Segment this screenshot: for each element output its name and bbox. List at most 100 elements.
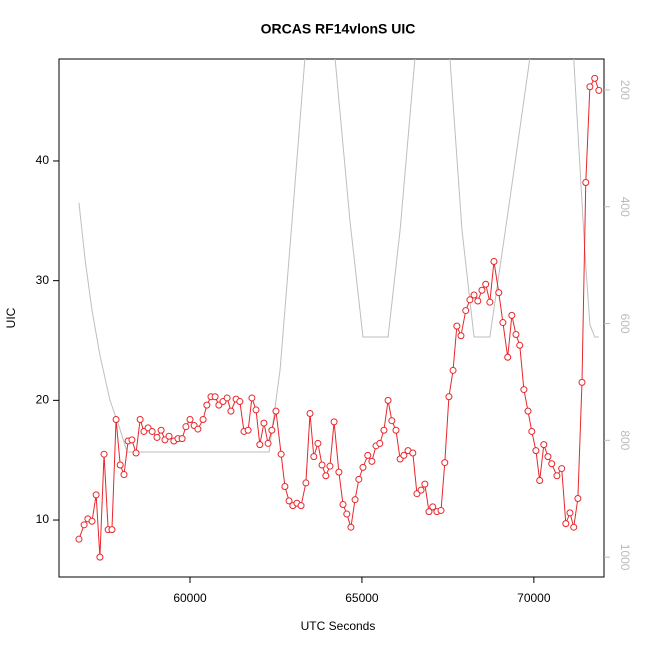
data-point (285, 497, 293, 505)
data-point (512, 331, 520, 339)
data-point (380, 426, 388, 434)
data-point (582, 179, 590, 187)
data-point (520, 386, 528, 394)
series-line (78, 59, 599, 453)
data-point (376, 439, 384, 447)
data-point (417, 486, 425, 494)
data-point (566, 509, 574, 517)
data-point (570, 523, 578, 531)
data-point (108, 526, 116, 534)
data-point (227, 407, 235, 415)
data-point (330, 418, 338, 426)
data-point (116, 461, 124, 469)
data-point (343, 510, 351, 518)
data-point (553, 472, 561, 480)
plot-frame (58, 58, 605, 578)
x-tick-label: 60000 (173, 591, 207, 605)
data-point (194, 425, 202, 433)
data-point (429, 503, 437, 511)
data-point (260, 419, 268, 427)
data-point (277, 450, 285, 458)
data-point (92, 491, 100, 499)
data-point (252, 406, 260, 414)
data-point (425, 508, 433, 516)
data-point (548, 460, 556, 468)
data-point (445, 393, 453, 401)
data-point (347, 523, 355, 531)
data-point (528, 427, 536, 435)
data-point (453, 322, 461, 330)
data-point (482, 280, 490, 288)
y2-tick-label: 1000 (618, 544, 632, 571)
data-point (558, 465, 566, 473)
data-point (595, 86, 603, 94)
y2-tick-label: 200 (618, 80, 632, 100)
data-point (586, 83, 594, 91)
data-point (128, 436, 136, 444)
data-point (297, 502, 305, 510)
data-point (400, 451, 408, 459)
data-point (524, 407, 532, 415)
chart-title: ORCAS RF14vlonS UIC (261, 21, 416, 37)
data-point (248, 394, 256, 402)
data-point (80, 521, 88, 529)
data-point (302, 479, 310, 487)
data-point (148, 427, 156, 435)
data-point (157, 426, 165, 434)
data-point (359, 463, 367, 471)
data-point (536, 477, 544, 485)
data-point (112, 415, 120, 423)
data-point (474, 297, 482, 305)
data-point (339, 500, 347, 508)
data-point (120, 471, 128, 479)
y-tick-label: 20 (36, 393, 50, 407)
data-point (244, 426, 252, 434)
x-tick-label: 65000 (345, 591, 379, 605)
y2-tick-label: 600 (618, 314, 632, 334)
data-point (388, 417, 396, 425)
data-point (100, 450, 108, 458)
data-point (236, 398, 244, 406)
data-point (88, 517, 96, 525)
data-point (281, 483, 289, 491)
data-point (75, 535, 83, 543)
data-point (272, 407, 280, 415)
data-point (516, 341, 524, 349)
data-point (466, 296, 474, 304)
data-point (318, 461, 326, 469)
data-point (178, 435, 186, 443)
data-point (368, 457, 376, 465)
data-point (153, 433, 161, 441)
data-point (437, 506, 445, 514)
data-point (409, 449, 417, 457)
data-point (470, 291, 478, 299)
data-point (574, 494, 582, 502)
data-point (495, 289, 503, 297)
data-point (392, 426, 400, 434)
y-tick-label: 40 (36, 153, 50, 167)
data-point (326, 462, 334, 470)
x-tick-label: 70000 (517, 591, 551, 605)
y-tick-label: 30 (36, 273, 50, 287)
data-point (457, 332, 465, 340)
data-point (486, 298, 494, 306)
y-axis-label: UIC (4, 307, 18, 328)
data-point (203, 401, 211, 409)
data-point (544, 453, 552, 461)
data-point (310, 453, 318, 461)
data-point (504, 353, 512, 361)
data-point (264, 439, 272, 447)
data-point (165, 432, 173, 440)
data-point (478, 286, 486, 294)
data-point (335, 468, 343, 476)
data-point (182, 423, 190, 431)
plot-area (75, 59, 603, 561)
data-point (384, 396, 392, 404)
data-point (132, 449, 140, 457)
data-point (186, 415, 194, 423)
data-point (578, 378, 586, 386)
data-point (441, 459, 449, 467)
data-point (490, 258, 498, 266)
data-point (355, 475, 363, 483)
